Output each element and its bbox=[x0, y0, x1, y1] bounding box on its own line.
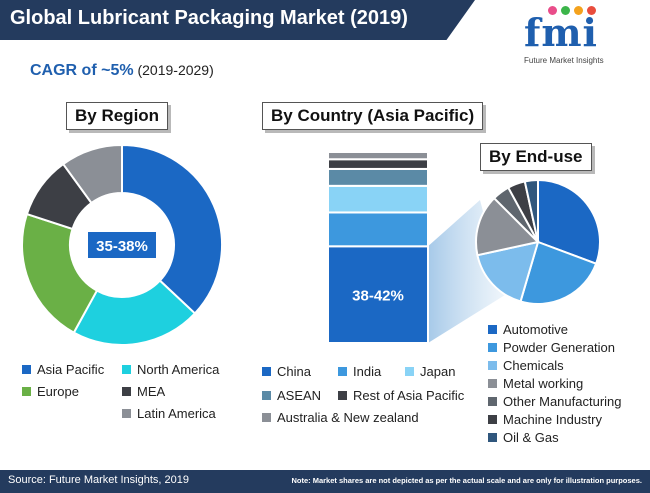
country-legend-japan: Japan bbox=[405, 364, 455, 379]
country-legend-china: China bbox=[262, 364, 311, 379]
legend-swatch bbox=[262, 367, 271, 376]
stack-segment-rest-of-asia-pacific bbox=[327, 158, 429, 170]
legend-swatch bbox=[488, 325, 497, 334]
footer-note: Note: Market shares are not depicted as … bbox=[291, 476, 642, 485]
enduse-legend-machine-industry: Machine Industry bbox=[488, 412, 602, 427]
donut-center-label-box bbox=[88, 232, 156, 258]
legend-swatch bbox=[488, 361, 497, 370]
legend-swatch bbox=[22, 387, 31, 396]
enduse-pie-chart bbox=[475, 178, 601, 305]
logo-dot bbox=[574, 6, 583, 15]
stack-segment-asean bbox=[327, 167, 429, 187]
stack-segment-australia-new-zealand bbox=[327, 151, 429, 161]
pie-slice-powder-generation bbox=[519, 240, 598, 305]
page-title: Global Lubricant Packaging Market (2019) bbox=[10, 7, 408, 29]
pie-slice-oil-gas bbox=[523, 178, 539, 243]
region-legend-europe: Europe bbox=[22, 384, 79, 399]
charts-canvas: 35-38% 38-42% bbox=[21, 143, 601, 346]
legend-swatch bbox=[338, 391, 347, 400]
country-legend-australia-new-zealand: Australia & New zealand bbox=[262, 410, 419, 425]
legend-label: Latin America bbox=[137, 406, 216, 421]
region-legend-latin-america: Latin America bbox=[122, 406, 216, 421]
legend-swatch bbox=[488, 433, 497, 442]
legend-label: Australia & New zealand bbox=[277, 410, 419, 425]
logo-dot bbox=[587, 6, 596, 15]
legend-label: Asia Pacific bbox=[37, 362, 105, 377]
fmi-logo: fmi Future Market Insights bbox=[520, 6, 645, 68]
legend-swatch bbox=[122, 409, 131, 418]
enduse-legend-oil-gas: Oil & Gas bbox=[488, 430, 559, 445]
cagr-label: CAGR of ~5% (2019-2029) bbox=[30, 62, 214, 80]
legend-label: Japan bbox=[420, 364, 456, 379]
enduse-legend-chemicals: Chemicals bbox=[488, 358, 564, 373]
pie-slice-automotive bbox=[537, 178, 601, 265]
country-legend-asean: ASEAN bbox=[262, 388, 321, 403]
donut-slice-europe bbox=[21, 212, 99, 334]
legend-swatch bbox=[488, 415, 497, 424]
cagr-value: CAGR of ~5% bbox=[30, 62, 134, 79]
logo-dots bbox=[548, 6, 596, 15]
enduse-legend-other-manufacturing: Other Manufacturing bbox=[488, 394, 622, 409]
pie-slice-metal-working bbox=[475, 196, 541, 257]
legend-label: Oil & Gas bbox=[503, 430, 559, 445]
donut-center-label: 35-38% bbox=[96, 238, 148, 255]
country-stacked-bar: 38-42% bbox=[327, 151, 429, 344]
legend-label: Automotive bbox=[503, 322, 569, 337]
logo-dot bbox=[548, 6, 557, 15]
region-legend-north-america: North America bbox=[122, 362, 219, 377]
stack-segment-china bbox=[327, 245, 429, 344]
region-legend-asia-pacific: Asia Pacific bbox=[22, 362, 104, 377]
stack-segment-japan bbox=[327, 184, 429, 214]
legend-label: Europe bbox=[37, 384, 79, 399]
legend-label: MEA bbox=[137, 384, 166, 399]
legend-label: Powder Generation bbox=[503, 340, 616, 355]
region-legend-mea: MEA bbox=[122, 384, 165, 399]
legend-label: Chemicals bbox=[503, 358, 564, 373]
logo-dot bbox=[561, 6, 570, 15]
legend-swatch bbox=[488, 343, 497, 352]
legend-swatch bbox=[262, 413, 271, 422]
donut-slice-latin-america bbox=[61, 143, 123, 205]
logo-letters: fmi bbox=[524, 10, 598, 55]
legend-label: Metal working bbox=[503, 376, 584, 391]
enduse-legend-metal-working: Metal working bbox=[488, 376, 583, 391]
legend-label: North America bbox=[137, 362, 220, 377]
footer: Source: Future Market Insights, 2019 Not… bbox=[0, 470, 650, 493]
legend-label: India bbox=[353, 364, 382, 379]
legend-label: China bbox=[277, 364, 311, 379]
enduse-section-title: By End-use bbox=[480, 143, 592, 171]
legend-label: Machine Industry bbox=[503, 412, 602, 427]
region-section-title: By Region bbox=[66, 102, 169, 130]
region-donut-chart: 35-38% bbox=[21, 143, 223, 346]
stack-data-label: 38-42% bbox=[352, 288, 404, 305]
legend-label: Rest of Asia Pacific bbox=[353, 388, 465, 403]
legend-swatch bbox=[488, 379, 497, 388]
legend-swatch bbox=[262, 391, 271, 400]
legend-swatch bbox=[122, 387, 131, 396]
legend-swatch bbox=[22, 365, 31, 374]
stack-segment-india bbox=[327, 211, 429, 248]
legend-swatch bbox=[405, 367, 414, 376]
footer-source: Source: Future Market Insights, 2019 bbox=[8, 474, 189, 486]
enduse-legend-automotive: Automotive bbox=[488, 322, 568, 337]
country-legend-rest-of-asia-pacific: Rest of Asia Pacific bbox=[338, 388, 464, 403]
donut-slice-asia-pacific bbox=[121, 143, 223, 315]
legend-label: Other Manufacturing bbox=[503, 394, 622, 409]
cagr-period: (2019-2029) bbox=[137, 62, 214, 78]
legend-label: ASEAN bbox=[277, 388, 322, 403]
legend-swatch bbox=[488, 397, 497, 406]
country-legend-india: India bbox=[338, 364, 381, 379]
title-banner bbox=[0, 0, 475, 40]
logo-subtitle: Future Market Insights bbox=[524, 56, 604, 65]
legend-swatch bbox=[338, 367, 347, 376]
enduse-legend-powder-generation: Powder Generation bbox=[488, 340, 615, 355]
country-section-title: By Country (Asia Pacific) bbox=[262, 102, 484, 130]
pie-slice-chemicals bbox=[476, 240, 540, 303]
legend-swatch bbox=[122, 365, 131, 374]
